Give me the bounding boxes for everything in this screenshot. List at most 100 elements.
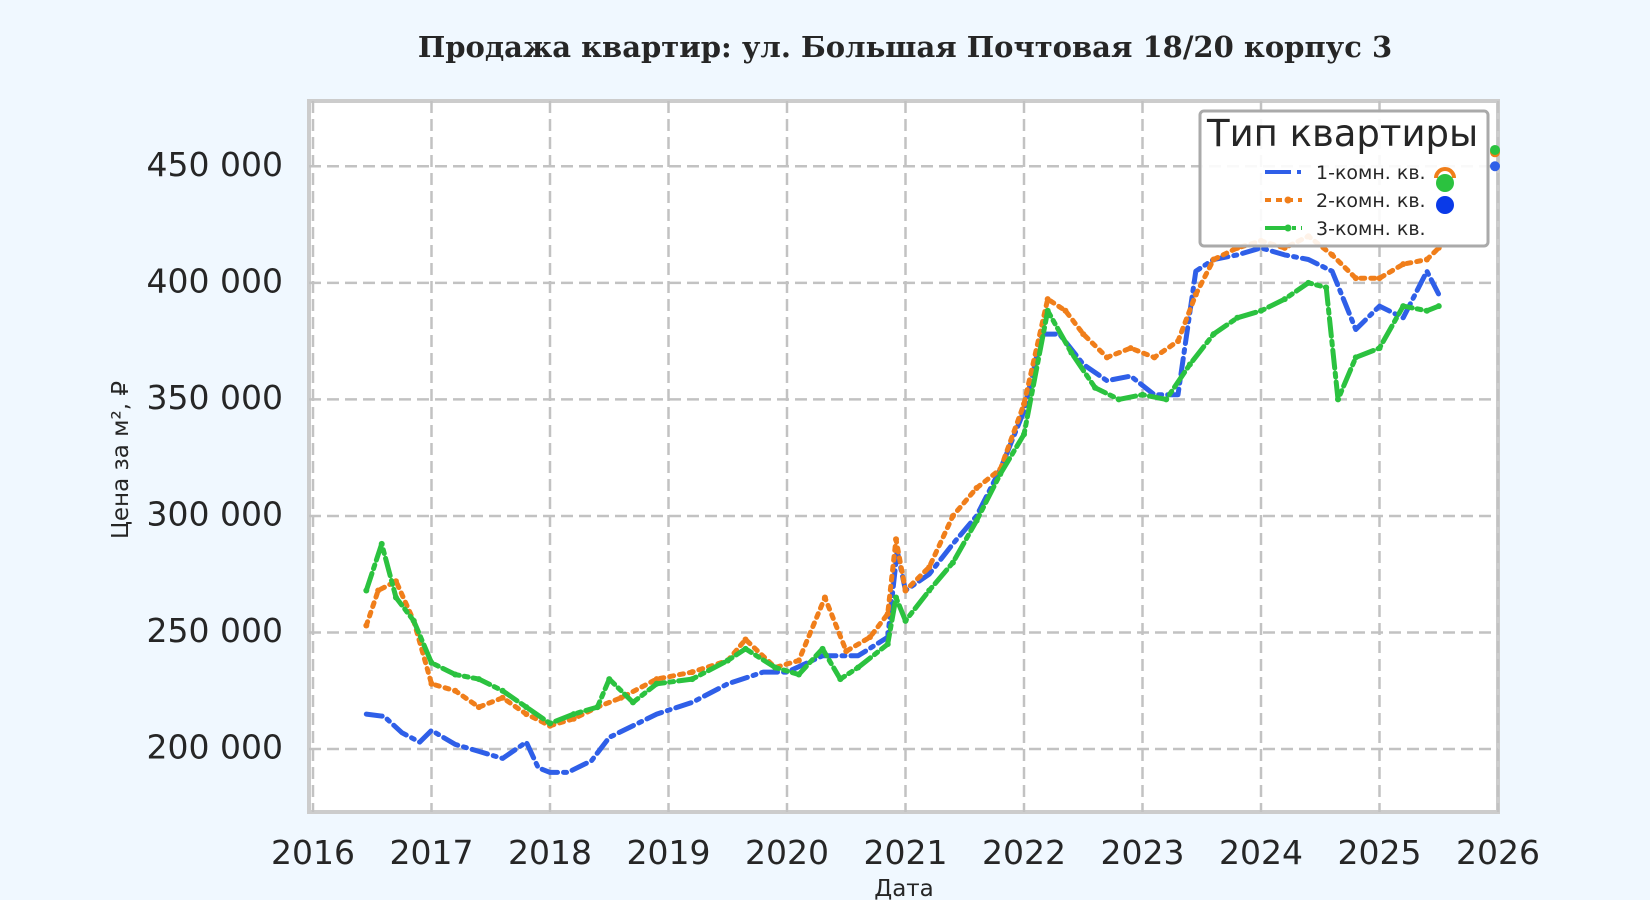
data-point (926, 564, 933, 571)
data-point (821, 594, 828, 601)
data-point (523, 711, 530, 718)
data-point (1400, 261, 1407, 268)
data-point (1068, 349, 1075, 356)
x-axis-ticks: 2016 2017 2018 2019 2020 2021 2022 2023 2024 2025… (271, 833, 1540, 872)
legend: Тип квартиры 1-комн. кв. 2-комн. кв. 3-ком… (1198, 109, 1490, 248)
data-point (1435, 303, 1442, 310)
data-point (689, 676, 696, 683)
data-point (428, 680, 435, 687)
data-point (1423, 307, 1430, 314)
data-point (884, 610, 891, 617)
legend-marker-icon (1284, 196, 1292, 204)
data-point (1210, 256, 1217, 263)
data-point (1234, 314, 1241, 321)
x-tick-label: 2018 (508, 833, 592, 872)
data-point (378, 540, 385, 547)
x-tick-label: 2026 (1456, 833, 1540, 872)
data-point (742, 636, 749, 643)
data-point (570, 711, 577, 718)
chart-title: Продажа квартир: ул. Большая Почтовая 18… (417, 30, 1393, 64)
data-point (1163, 396, 1170, 403)
legend-extra-marker-icon (1436, 196, 1454, 214)
data-point (375, 587, 382, 594)
legend-label-2: 2-комн. кв. (1316, 190, 1426, 212)
y-axis-ticks: 200 000 250 000 300 000 350 000 400 000 450 0… (147, 145, 283, 767)
data-point (819, 645, 826, 652)
data-point (1281, 296, 1288, 303)
data-point (1210, 331, 1217, 338)
data-point (1305, 279, 1312, 286)
data-point (1352, 275, 1359, 282)
legend-extra-marker-icon (1436, 174, 1454, 192)
data-point (1062, 307, 1069, 314)
y-tick-label: 250 000 (147, 611, 283, 650)
legend-title: Тип квартиры (1206, 112, 1478, 155)
x-tick-label: 2017 (390, 833, 474, 872)
data-point (629, 699, 636, 706)
y-tick-label: 450 000 (147, 145, 283, 184)
x-tick-label: 2022 (982, 833, 1066, 872)
legend-marker-icon (1284, 224, 1292, 232)
data-point (475, 676, 482, 683)
data-point (1329, 251, 1336, 258)
data-point (795, 671, 802, 678)
x-tick-label: 2023 (1101, 833, 1185, 872)
data-point (1127, 345, 1134, 352)
data-point (742, 645, 749, 652)
x-tick-label: 2016 (271, 833, 355, 872)
x-tick-label: 2020 (745, 833, 829, 872)
data-point (689, 669, 696, 676)
series-line-3 (363, 280, 1442, 726)
data-point (594, 704, 601, 711)
y-tick-label: 400 000 (147, 261, 283, 300)
data-point (949, 559, 956, 566)
y-axis-label: Цена за м², ₽ (108, 381, 134, 539)
data-point (1258, 307, 1264, 314)
data-point (1175, 338, 1182, 345)
data-point (410, 617, 417, 624)
data-point (547, 720, 553, 727)
data-point (653, 680, 660, 687)
data-point (855, 664, 862, 671)
data-point (1044, 296, 1051, 303)
data-point (973, 517, 980, 524)
data-point (884, 641, 891, 648)
data-point (363, 587, 370, 594)
data-point (997, 470, 1004, 477)
data-point (1400, 303, 1407, 310)
data-point (392, 594, 399, 601)
x-axis-label: Дата (874, 876, 934, 900)
data-point (724, 657, 731, 664)
data-point (1151, 354, 1158, 361)
data-point (893, 594, 900, 601)
data-point (1186, 361, 1193, 368)
data-point (926, 587, 933, 594)
data-point (428, 659, 435, 666)
data-point (1352, 354, 1359, 361)
data-point (1021, 401, 1027, 408)
data-point (1021, 431, 1027, 438)
last-point-marker (1490, 144, 1500, 155)
data-point (1080, 331, 1087, 338)
data-point (893, 536, 900, 543)
data-point (949, 512, 956, 519)
y-tick-label: 200 000 (147, 728, 283, 767)
data-point (606, 676, 613, 683)
data-point (772, 664, 779, 671)
data-point (902, 587, 909, 594)
data-point (1044, 307, 1051, 314)
data-point (843, 648, 850, 655)
x-tick-label: 2019 (627, 833, 711, 872)
data-point (866, 634, 873, 641)
data-point (837, 676, 844, 683)
legend-box (1198, 109, 1490, 248)
data-point (795, 657, 802, 664)
data-point (1423, 256, 1430, 263)
data-point (1335, 396, 1342, 403)
data-point (618, 694, 625, 701)
x-tick-label: 2021 (864, 833, 948, 872)
data-point (1192, 291, 1199, 298)
data-point (523, 704, 530, 711)
y-tick-label: 350 000 (147, 378, 283, 417)
